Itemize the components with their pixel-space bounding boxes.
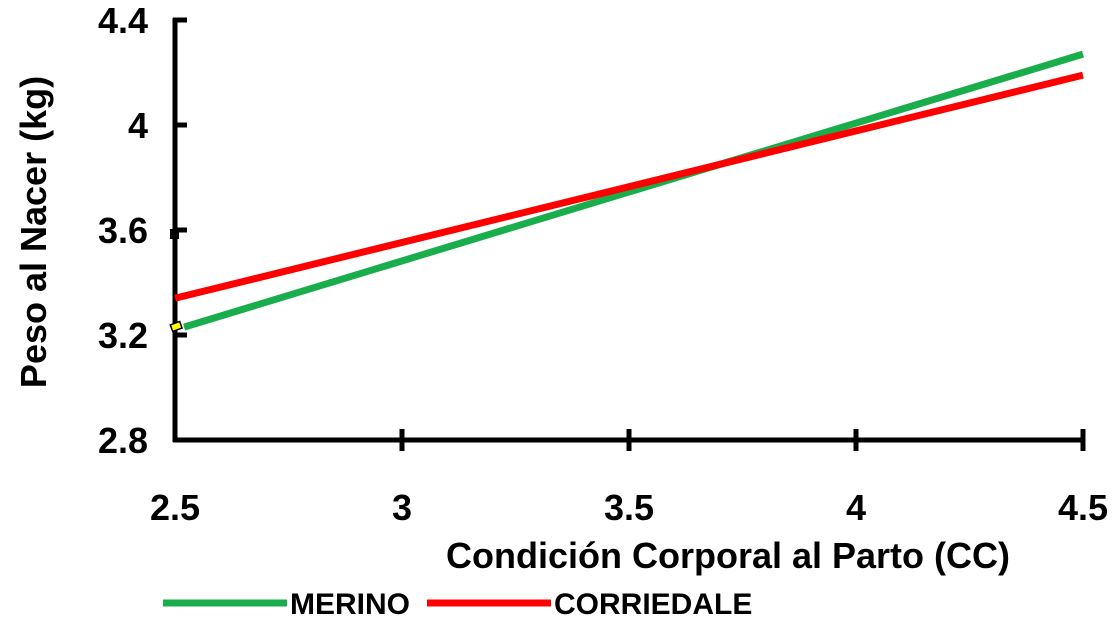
x-tick-label: 2.5: [150, 487, 200, 528]
x-tick-label: 3: [392, 487, 412, 528]
x-axis-title: Condición Corporal al Parto (CC): [446, 535, 1010, 576]
y-tick-label: 3.2: [98, 315, 148, 356]
y-axis-title: Peso al Nacer (kg): [13, 76, 54, 388]
y-tick-label: 2.8: [98, 420, 148, 461]
marker-yellow: [169, 320, 184, 333]
legend-label-corriedale: CORRIEDALE: [554, 588, 752, 621]
y-tick-label: 3.6: [98, 210, 148, 251]
axes: [172, 18, 1085, 443]
series-line-merino: [183, 50, 1085, 331]
x-axis-ticks: 2.5 3 3.5 4 4.5: [150, 429, 1108, 528]
small-markers: [169, 229, 184, 333]
legend-label-merino: MERINO: [290, 588, 410, 621]
series-line-corriedale: [174, 71, 1084, 302]
y-axis-ticks: 2.8 3.2 3.6 4 4.4: [98, 0, 187, 461]
x-tick-label: 4: [846, 487, 866, 528]
y-tick-label: 4: [128, 105, 148, 146]
marker-square: [170, 229, 179, 239]
plot-series: [174, 50, 1085, 331]
y-tick-label: 4.4: [98, 0, 148, 41]
x-tick-label: 3.5: [604, 487, 654, 528]
x-tick-label: 4.5: [1058, 487, 1108, 528]
legend: MERINO CORRIEDALE: [163, 588, 752, 621]
